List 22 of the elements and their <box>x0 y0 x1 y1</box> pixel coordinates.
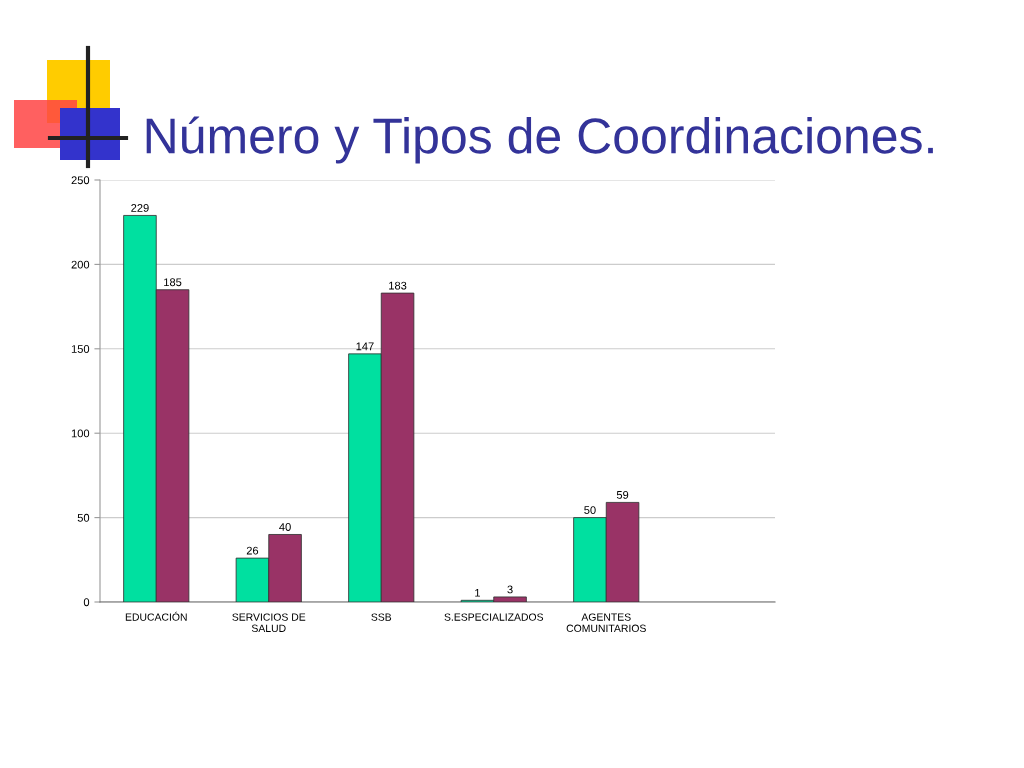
x-tick-label: AGENTES COMUNITARIOS <box>566 613 646 632</box>
data-label: 40 <box>279 523 291 531</box>
y-tick-label: 250 <box>71 176 90 185</box>
data-label: 50 <box>584 506 596 515</box>
data-label: 185 <box>164 278 182 287</box>
data-label: 1 <box>475 588 480 597</box>
data-label: 3 <box>507 585 513 594</box>
data-label: 183 <box>389 281 407 290</box>
x-tick-label: SERVICIOS DE SALUD <box>232 613 306 632</box>
x-tick-label: EDUCACIÓN <box>125 611 187 621</box>
x-tick-label: S.ESPECIALIZADOS <box>444 613 544 621</box>
data-label: 147 <box>356 342 374 351</box>
y-tick-label: 100 <box>71 429 90 438</box>
data-label: 26 <box>246 546 259 555</box>
x-tick-label: SSB <box>371 613 392 621</box>
y-tick-label: 0 <box>83 598 90 607</box>
y-tick-label: 50 <box>77 513 90 522</box>
y-tick-label: 200 <box>71 260 90 269</box>
data-label: 59 <box>616 490 629 499</box>
y-tick-label: 150 <box>71 345 90 353</box>
data-label: 229 <box>131 203 149 212</box>
chart-title: Número y Tipos de Coordinaciones. <box>146 116 933 164</box>
